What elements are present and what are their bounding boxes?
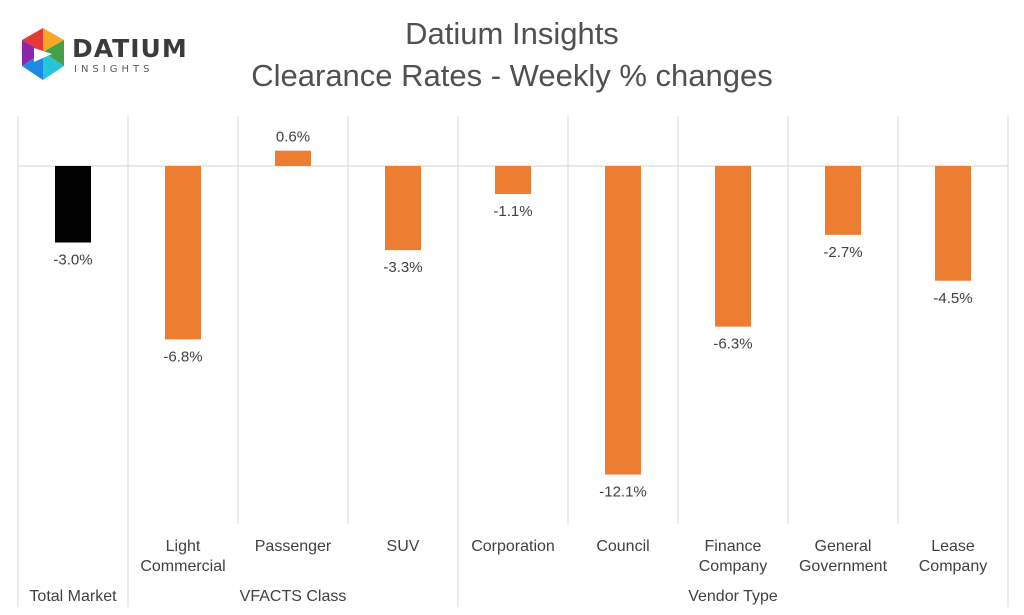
bar <box>495 166 531 195</box>
data-label: -3.3% <box>383 259 422 276</box>
data-label: -6.3% <box>713 336 752 353</box>
category-label: Light <box>166 538 201 555</box>
data-label: -1.1% <box>493 203 532 220</box>
data-label: -12.1% <box>599 484 647 501</box>
data-label: 0.6% <box>276 129 310 146</box>
bar <box>385 166 421 251</box>
category-label: Corporation <box>471 538 555 555</box>
logo-subtext: INSIGHTS <box>74 64 154 75</box>
bar <box>165 166 201 340</box>
category-label: General <box>815 538 872 555</box>
data-label: -4.5% <box>933 290 972 307</box>
bar <box>715 166 751 327</box>
datium-logo: DATIUM INSIGHTS <box>20 26 187 84</box>
chart-subtitle: Clearance Rates - Weekly % changes <box>251 58 773 93</box>
category-label: Company <box>919 558 987 575</box>
category-label: Council <box>596 538 649 555</box>
group-label: Vendor Type <box>688 588 778 605</box>
category-label: SUV <box>387 538 420 555</box>
datium-logo-icon <box>22 28 64 80</box>
bar <box>55 166 91 243</box>
logo-wordmark: DATIUM <box>72 34 188 63</box>
bar <box>935 166 971 281</box>
category-label: Company <box>699 558 767 575</box>
group-label: VFACTS Class <box>240 588 347 605</box>
data-label: -2.7% <box>823 244 862 261</box>
category-label: Commercial <box>140 558 225 575</box>
category-label: Finance <box>705 538 762 555</box>
bar <box>275 150 311 166</box>
category-label: Government <box>799 558 888 575</box>
data-label: -3.0% <box>53 252 92 269</box>
category-label: Lease <box>931 538 975 555</box>
category-label: Total Market <box>29 588 117 605</box>
data-label: -6.8% <box>163 348 202 365</box>
category-label: Passenger <box>255 538 332 555</box>
bar <box>825 166 861 235</box>
chart-title: Datium Insights <box>405 16 619 51</box>
bar <box>605 166 641 475</box>
